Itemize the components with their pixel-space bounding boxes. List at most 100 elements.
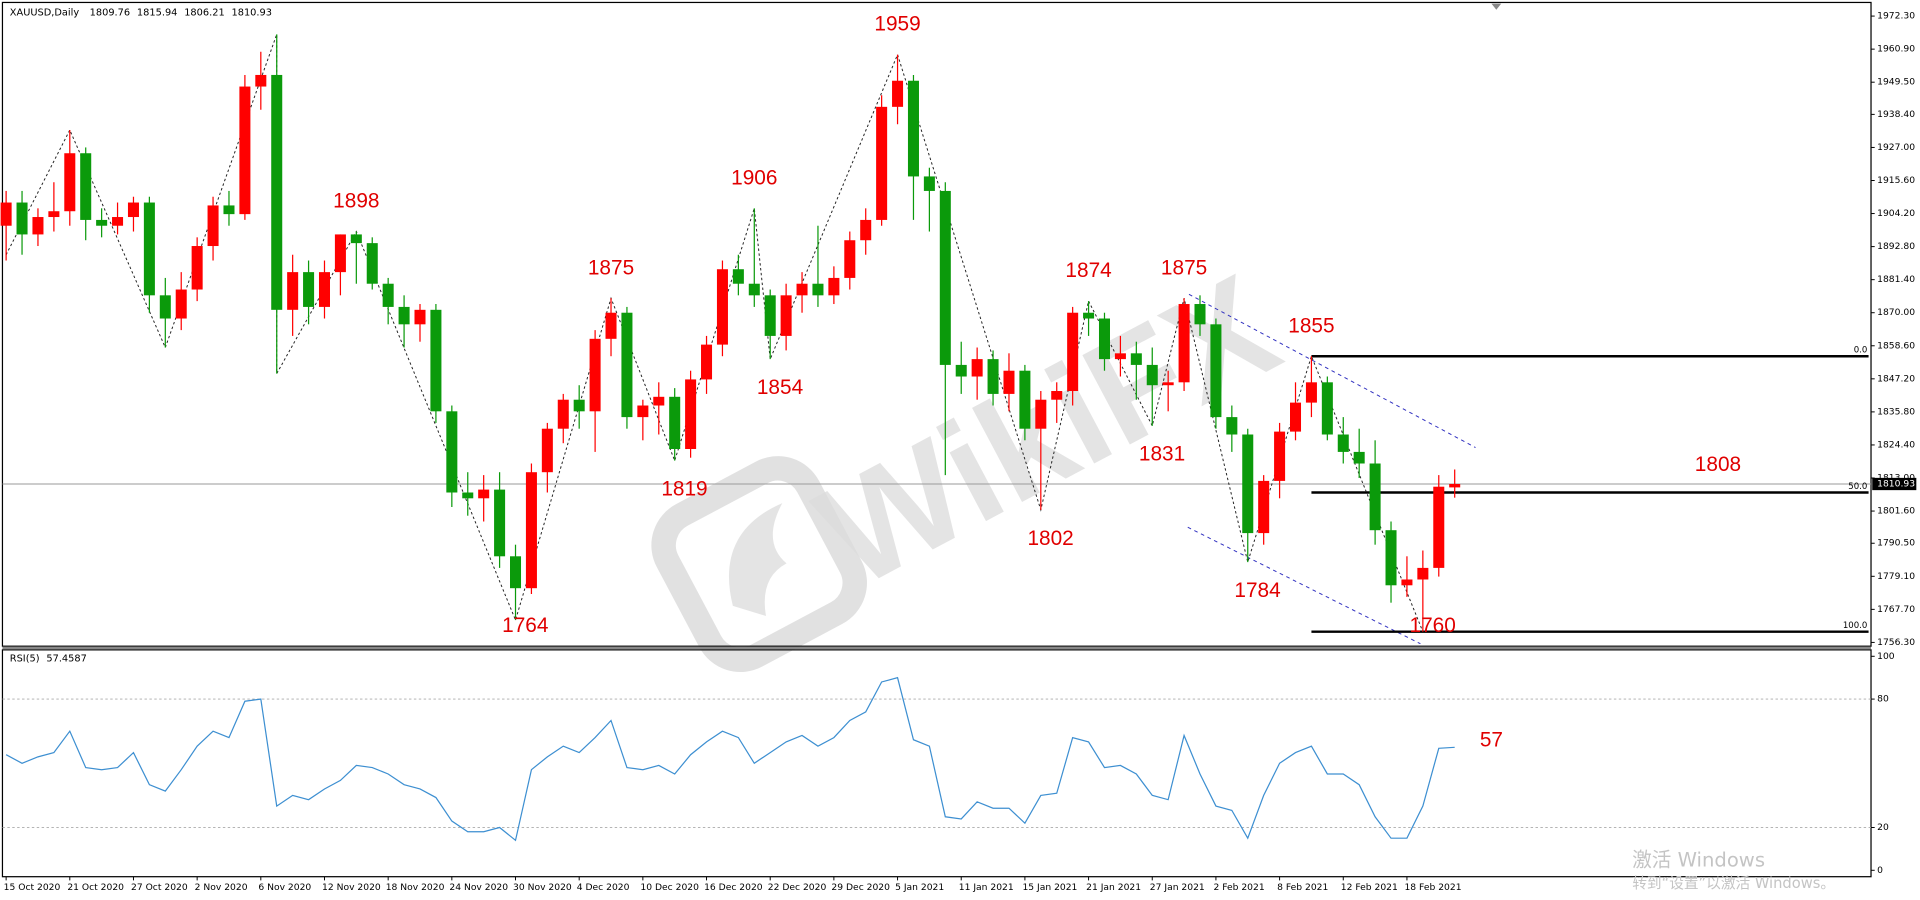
candle-body (844, 240, 856, 278)
candle-body (923, 176, 935, 191)
x-tick-label: 2 Nov 2020 (195, 882, 248, 893)
pivot-label: 1875 (1161, 256, 1207, 279)
candle-body (525, 472, 537, 589)
candle-body (1337, 434, 1349, 452)
candle-body (557, 399, 569, 429)
candle-body (1130, 353, 1142, 365)
candle-body (876, 106, 888, 220)
x-tick-label: 18 Feb 2021 (1404, 882, 1461, 893)
y-tick-label: 1938.40 (1877, 109, 1915, 120)
y-tick-label: 1779.10 (1877, 571, 1915, 582)
candle-body (1114, 353, 1126, 360)
candle-body (239, 86, 251, 215)
candle-body (1003, 370, 1015, 394)
fib-price-label: 1808 (1695, 453, 1741, 476)
candle-body (143, 202, 155, 296)
candle-body (701, 344, 713, 380)
candle-body (48, 211, 60, 218)
candle-body (828, 277, 840, 296)
y-tick-label: 1881.40 (1877, 274, 1915, 285)
y-tick-label: 1835.80 (1877, 406, 1915, 417)
candle-body (318, 272, 330, 307)
price-tag-label: 1810.93 (1877, 479, 1915, 490)
rsi-panel-frame (1, 649, 1872, 878)
candle-body (1433, 486, 1445, 568)
x-tick-label: 5 Jan 2021 (895, 882, 944, 893)
candle-body (16, 202, 28, 235)
pivot-label: 1760 (1409, 614, 1455, 637)
pivot-label: 1819 (661, 478, 707, 501)
candle-body (669, 396, 681, 450)
candle-body (589, 338, 601, 412)
zigzag-line (5, 34, 1424, 632)
candle-body (605, 312, 617, 339)
candle-body (573, 399, 585, 412)
price-tag (1872, 477, 1917, 491)
price-panel-frame (1, 1, 1872, 647)
candle-body (366, 243, 378, 284)
candle-body (510, 556, 522, 589)
candle-body (159, 295, 171, 319)
y-tick-label: 1847.20 (1877, 373, 1915, 384)
logo-frame (651, 456, 867, 672)
candle-body (1305, 382, 1317, 403)
candle-body (1290, 402, 1302, 432)
candle-body (430, 309, 442, 412)
y-tick-label: 1801.60 (1877, 506, 1915, 517)
y-tick-label: 1858.60 (1877, 340, 1915, 351)
y-tick-label: 1927.00 (1877, 142, 1915, 153)
x-tick-label: 11 Jan 2021 (959, 882, 1014, 893)
candle-body (541, 428, 553, 473)
candle-body (653, 396, 665, 406)
candle-body (303, 272, 315, 307)
candle-body (907, 80, 919, 177)
y-tick-label: 1915.60 (1877, 175, 1915, 186)
candle-body (1083, 312, 1095, 319)
x-tick-label: 10 Dec 2020 (640, 882, 699, 893)
x-tick-label: 29 Dec 2020 (831, 882, 890, 893)
rsi-title: RSI(5) (10, 653, 40, 664)
rsi-y-tick-label: 0 (1877, 865, 1883, 876)
y-tick-label: 1767.70 (1877, 604, 1915, 615)
x-tick-label: 21 Jan 2021 (1086, 882, 1141, 893)
candle-body (1146, 364, 1158, 386)
candle-body (1035, 399, 1047, 429)
pivot-label: 1831 (1139, 443, 1185, 466)
pivot-label: 1784 (1234, 579, 1280, 602)
candle-body (414, 309, 426, 325)
candle-body (971, 359, 983, 377)
x-tick-label: 21 Oct 2020 (67, 882, 124, 893)
candle-body (955, 364, 967, 377)
pivot-label: 1959 (874, 13, 920, 36)
candle-body (1067, 312, 1079, 392)
pivot-label: 1875 (588, 256, 634, 279)
candle-body (64, 153, 76, 212)
candle-body (287, 272, 299, 310)
x-tick-label: 30 Nov 2020 (513, 882, 572, 893)
candle-body (271, 74, 283, 310)
candle-body (1051, 391, 1063, 400)
y-tick-label: 1972.30 (1877, 11, 1915, 22)
candle-body (494, 489, 506, 557)
candle-body (780, 295, 792, 336)
candle-body (382, 283, 394, 307)
candle-body (716, 269, 728, 345)
y-tick-label: 1892.80 (1877, 241, 1915, 252)
x-tick-label: 8 Feb 2021 (1277, 882, 1328, 893)
logo-bird (729, 503, 787, 616)
candle-body (764, 295, 776, 336)
pivot-label: 1802 (1027, 527, 1073, 550)
candle-body (1242, 434, 1254, 534)
x-tick-label: 4 Dec 2020 (577, 882, 630, 893)
candle-body (1401, 579, 1413, 586)
x-tick-label: 27 Jan 2021 (1150, 882, 1205, 893)
candle-body (32, 217, 44, 235)
windows-notice: 激活 Windows (1632, 848, 1765, 871)
x-tick-label: 12 Feb 2021 (1341, 882, 1398, 893)
x-tick-label: 2 Feb 2021 (1213, 882, 1264, 893)
fib-ratio-label: 0.0 (1854, 346, 1868, 356)
x-tick-label: 15 Oct 2020 (4, 882, 61, 893)
pivot-label: 1898 (333, 190, 379, 213)
candle-body (892, 80, 904, 107)
